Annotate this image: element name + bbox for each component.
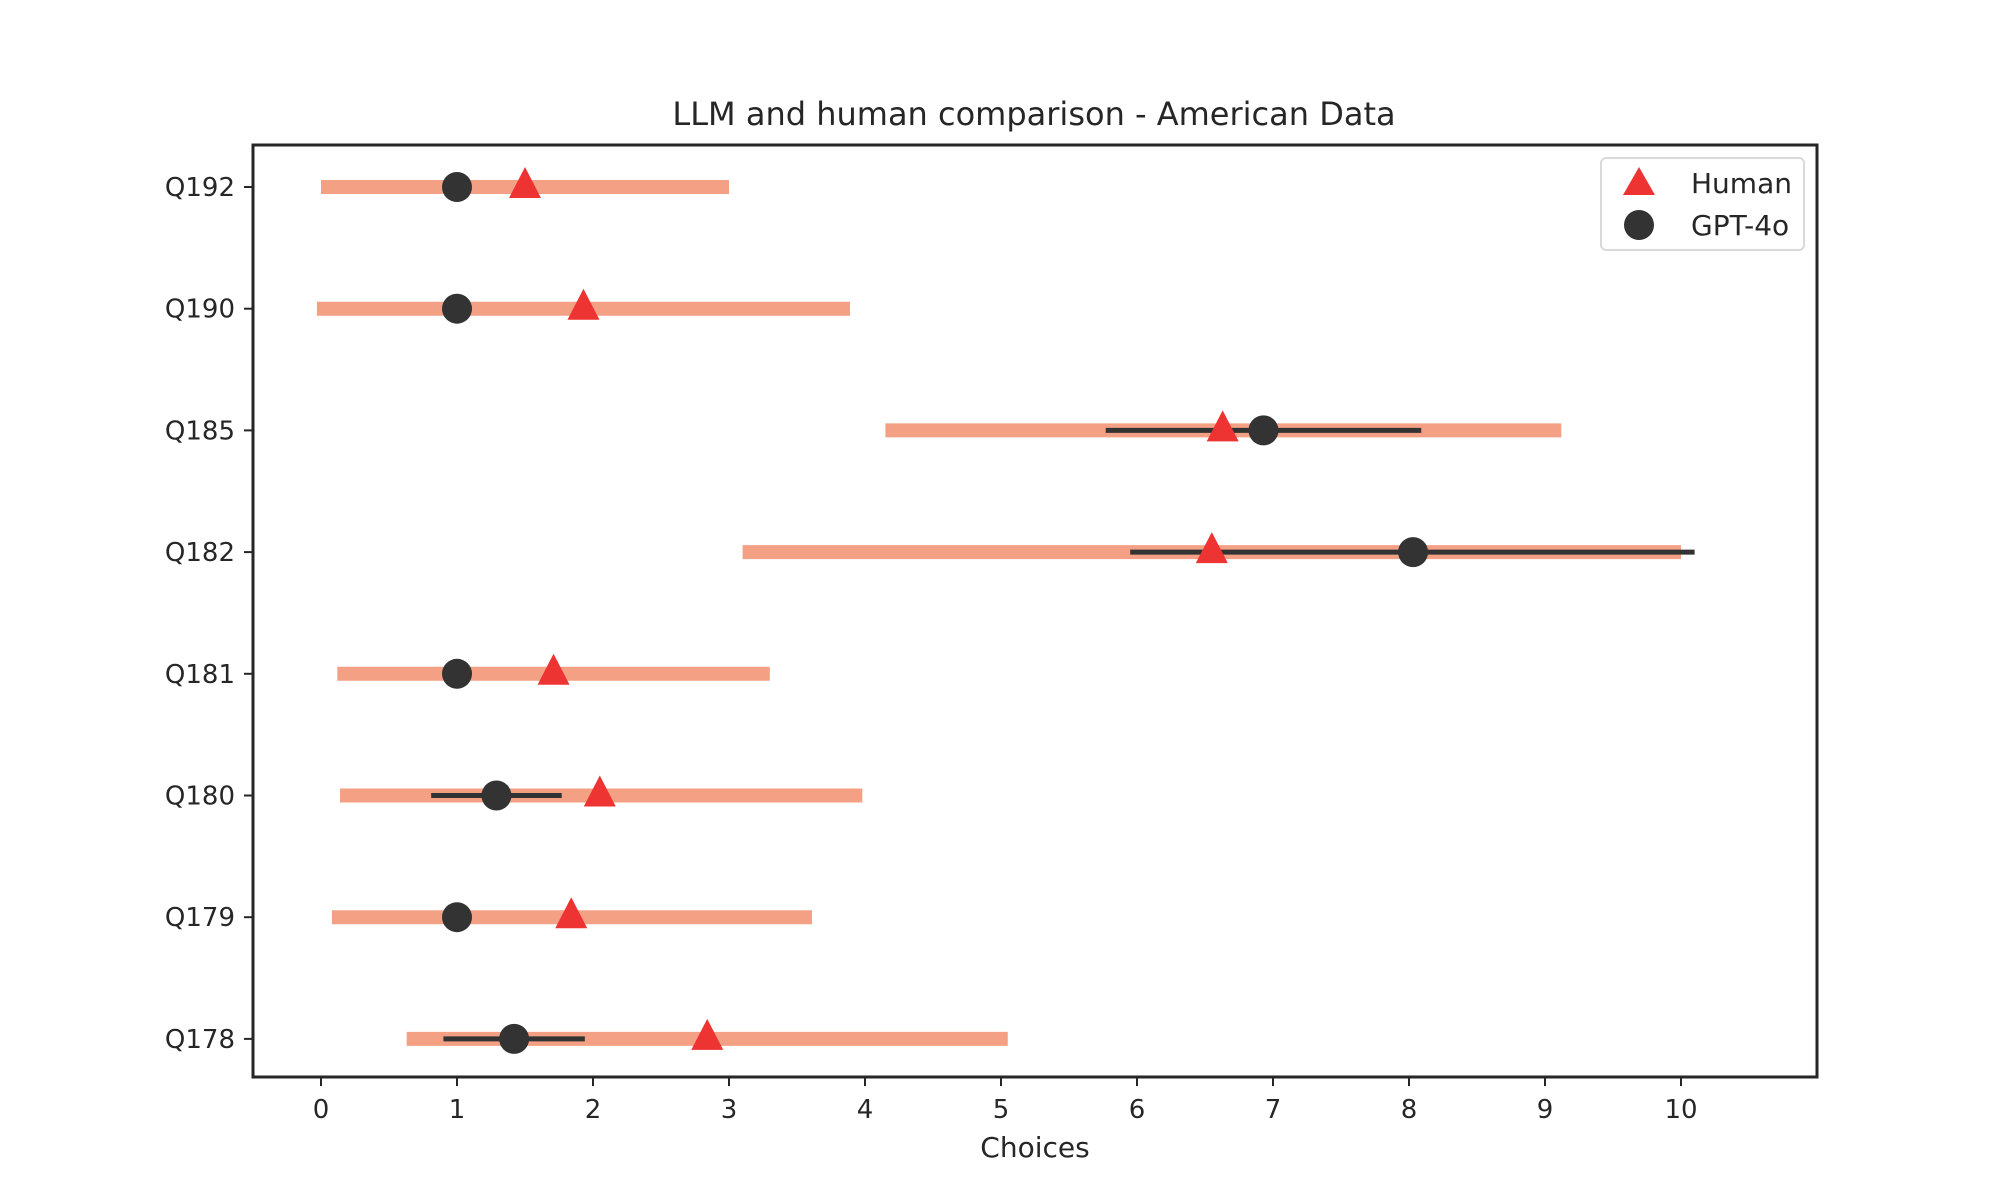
x-tick-label: 6	[1129, 1095, 1146, 1125]
human-point	[537, 653, 570, 685]
human-point	[1206, 410, 1239, 442]
legend-human-label: Human	[1691, 167, 1792, 200]
x-axis-ticks: 0 1 2 3 4 5 6 7 8 9 10	[313, 1077, 1698, 1125]
plot-frame	[251, 143, 1819, 1079]
x-tick-label: 9	[1537, 1095, 1554, 1125]
y-tick-label: Q185	[165, 416, 235, 446]
y-tick-label: Q192	[165, 173, 235, 203]
x-tick-label: 3	[721, 1095, 738, 1125]
y-tick-label: Q181	[165, 660, 235, 690]
x-tick-label: 0	[313, 1095, 330, 1125]
y-axis-ticks: Q192 Q190 Q185 Q182 Q181 Q180 Q179 Q178	[165, 173, 253, 1055]
y-tick-label: Q190	[165, 295, 235, 325]
y-tick-label: Q178	[165, 1025, 235, 1055]
gpt4o-point	[481, 780, 512, 811]
human-point	[691, 1018, 724, 1050]
gpt4o-point	[1398, 537, 1429, 568]
x-tick-label: 1	[449, 1095, 466, 1125]
human-point	[509, 167, 541, 198]
y-tick-label: Q180	[165, 782, 235, 812]
gpt4o-point	[1248, 415, 1279, 446]
human-point	[555, 897, 588, 929]
human-point	[583, 775, 616, 807]
gpt4o-point	[442, 658, 472, 689]
x-axis-label: Choices	[980, 1131, 1089, 1164]
x-tick-label: 8	[1401, 1095, 1418, 1125]
gpt4o-point	[442, 293, 472, 324]
plot-marks	[316, 167, 1695, 1054]
legend-gpt4o-marker	[1624, 210, 1654, 240]
x-tick-label: 10	[1664, 1095, 1697, 1125]
human-point	[1195, 532, 1228, 564]
x-tick-label: 7	[1265, 1095, 1282, 1125]
x-tick-label: 5	[993, 1095, 1010, 1125]
chart-title: LLM and human comparison - American Data	[672, 95, 1395, 133]
gpt4o-point	[499, 1023, 530, 1054]
legend-human-marker	[1623, 167, 1655, 195]
gpt4o-point	[442, 902, 472, 933]
human-point	[567, 288, 600, 320]
gpt4o-point	[442, 172, 472, 202]
legend-gpt4o-label: GPT-4o	[1691, 209, 1789, 242]
legend[interactable]: Human GPT-4o	[1600, 157, 1805, 251]
x-tick-label: 4	[857, 1095, 874, 1125]
y-tick-label: Q182	[165, 538, 235, 568]
y-tick-label: Q179	[165, 903, 235, 933]
x-tick-label: 2	[585, 1095, 602, 1125]
